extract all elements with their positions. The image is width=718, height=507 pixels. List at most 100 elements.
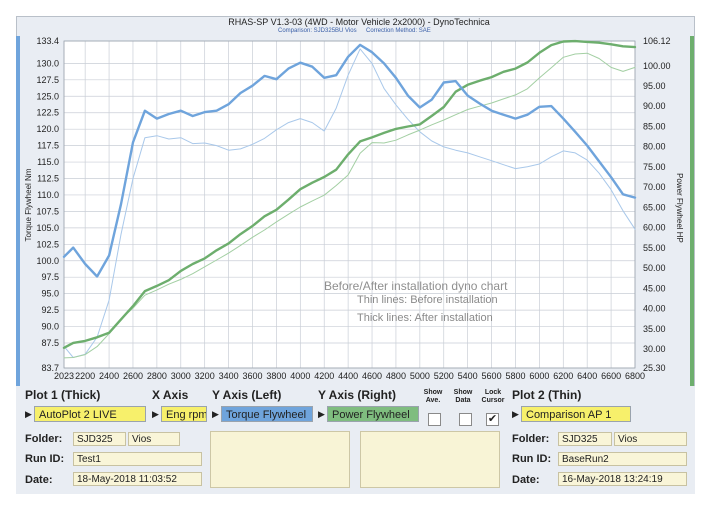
x-tick-label: 3200 [195,371,215,381]
x-tick-label: 2400 [99,371,119,381]
x-tick-label: 3400 [219,371,239,381]
x-tick-label: 4800 [386,371,406,381]
y-left-tick-label: 127.5 [36,75,59,85]
y-left-tick-label: 110.0 [37,190,59,200]
y-right-arrow-icon[interactable]: ▶ [318,409,325,419]
x-tick-label: 4200 [314,371,334,381]
y-left-tick-label: 130.0 [36,58,59,68]
show-ave-checkbox[interactable] [428,413,441,426]
y-right-tick-label: 40.00 [643,304,666,314]
x-tick-label: 2023 [54,371,74,381]
y-left-arrow-icon[interactable]: ▶ [212,409,219,419]
x-axis-arrow-icon[interactable]: ▶ [152,409,159,419]
tick-labels: 2023 2200 2400 2600 2800 3000 3200 3400 3600 3800… [36,36,670,381]
x-tick-label: 3600 [242,371,262,381]
x-tick-label: 6800 [625,371,645,381]
left-runid-field[interactable]: Test1 [73,452,202,466]
left-folder-label: Folder: [25,433,63,445]
y-right-tick-label: 70.00 [643,182,666,192]
left-date-field: 18-May-2018 11:03:52 [73,472,202,486]
plot2-header: Plot 2 (Thin) [512,388,582,402]
show-ave-line1: Show [423,389,443,396]
show-data-label: Show Data [448,389,478,405]
y-left-header: Y Axis (Left) [212,388,282,402]
x-tick-label: 2200 [75,371,95,381]
x-tick-label: 2800 [147,371,167,381]
left-axis-color-bar [16,36,20,386]
right-date-label: Date: [512,474,540,486]
torque-thin-line [63,48,636,358]
y-right-tick-label: 90.00 [643,101,666,111]
y-left-tick-label: 97.5 [41,272,59,282]
y-left-tick-label: 105.0 [36,223,59,233]
x-tick-label: 3800 [266,371,286,381]
y-left-tick-label: 112.5 [37,174,59,184]
left-runid-label: Run ID: [25,453,65,465]
x-tick-label: 5200 [434,371,454,381]
y-right-header: Y Axis (Right) [318,388,397,402]
y-left-tick-label: 120.0 [36,124,59,134]
y-right-tick-label: 100.00 [643,61,671,71]
x-axis-header: X Axis [152,388,189,402]
right-folder-name-field[interactable]: Vios [614,432,687,446]
y-left-tick-label: 117.5 [37,141,59,151]
y-right-select[interactable]: Power Flywheel [327,406,419,422]
notes-box-left[interactable] [210,431,350,488]
y-right-tick-label: 65.00 [643,202,666,212]
y-left-tick-label: 125.0 [36,91,59,101]
y-right-tick-label: 25.30 [643,363,666,373]
y-right-tick-label: 35.00 [643,324,666,334]
x-tick-label: 5000 [410,371,430,381]
right-date-field: 16-May-2018 13:24:19 [558,472,687,486]
x-tick-label: 6600 [601,371,621,381]
right-folder-code-field[interactable]: SJD325 [558,432,612,446]
right-runid-field[interactable]: BaseRun2 [558,452,687,466]
plot1-header: Plot 1 (Thick) [25,388,101,402]
y-left-tick-label: 107.5 [36,206,59,216]
plot-background [64,41,635,368]
y-left-select[interactable]: Torque Flywheel [221,406,313,422]
plot1-select[interactable]: AutoPlot 2 LIVE [34,406,146,422]
y-left-tick-label: 87.5 [41,338,59,348]
y-right-tick-label: 55.00 [643,243,666,253]
show-ave-label: Show Ave. [418,389,448,405]
annotation-thin-lines: Thin lines: Before installation [357,294,498,306]
y-right-tick-label: 75.00 [643,162,666,172]
x-tick-label: 5600 [482,371,502,381]
x-tick-label: 4000 [290,371,310,381]
y-right-tick-label: 85.00 [643,121,666,131]
plot1-arrow-icon[interactable]: ▶ [25,409,32,419]
y-left-tick-label: 95.0 [41,289,59,299]
left-axis-label: Torque Flywheel Nm [24,168,33,241]
show-data-line1: Show [453,389,473,396]
series-layer [62,39,637,359]
plot2-arrow-icon[interactable]: ▶ [512,409,519,419]
x-tick-label: 4600 [362,371,382,381]
y-right-tick-label: 30.00 [643,344,666,354]
lock-cursor-checkbox[interactable]: ✔ [486,413,499,426]
right-runid-label: Run ID: [512,453,552,465]
show-data-checkbox[interactable] [459,413,472,426]
lock-cursor-label: Lock Cursor [476,389,510,405]
y-left-tick-label: 100.0 [36,256,59,266]
annotation-thick-lines: Thick lines: After installation [357,312,493,324]
x-tick-label: 6200 [553,371,573,381]
left-folder-code-field[interactable]: SJD325 [73,432,126,446]
right-axis-label: Power Flywheel HP [675,173,684,243]
plot2-select[interactable]: Comparison AP 1 [521,406,631,422]
left-date-label: Date: [25,474,53,486]
y-left-tick-label: 102.5 [36,239,59,249]
x-tick-label: 4400 [338,371,358,381]
right-folder-label: Folder: [512,433,550,445]
grid [63,40,636,369]
left-folder-name-field[interactable]: Vios [128,432,180,446]
lock-cursor-line1: Lock [484,389,502,396]
x-tick-label: 5800 [505,371,525,381]
show-data-line2: Data [455,397,471,404]
x-tick-label: 3000 [171,371,191,381]
power-thin-line [63,52,636,359]
x-axis-select[interactable]: Eng rpm [161,406,207,422]
x-tick-label: 6400 [577,371,597,381]
notes-box-right[interactable] [360,431,500,488]
